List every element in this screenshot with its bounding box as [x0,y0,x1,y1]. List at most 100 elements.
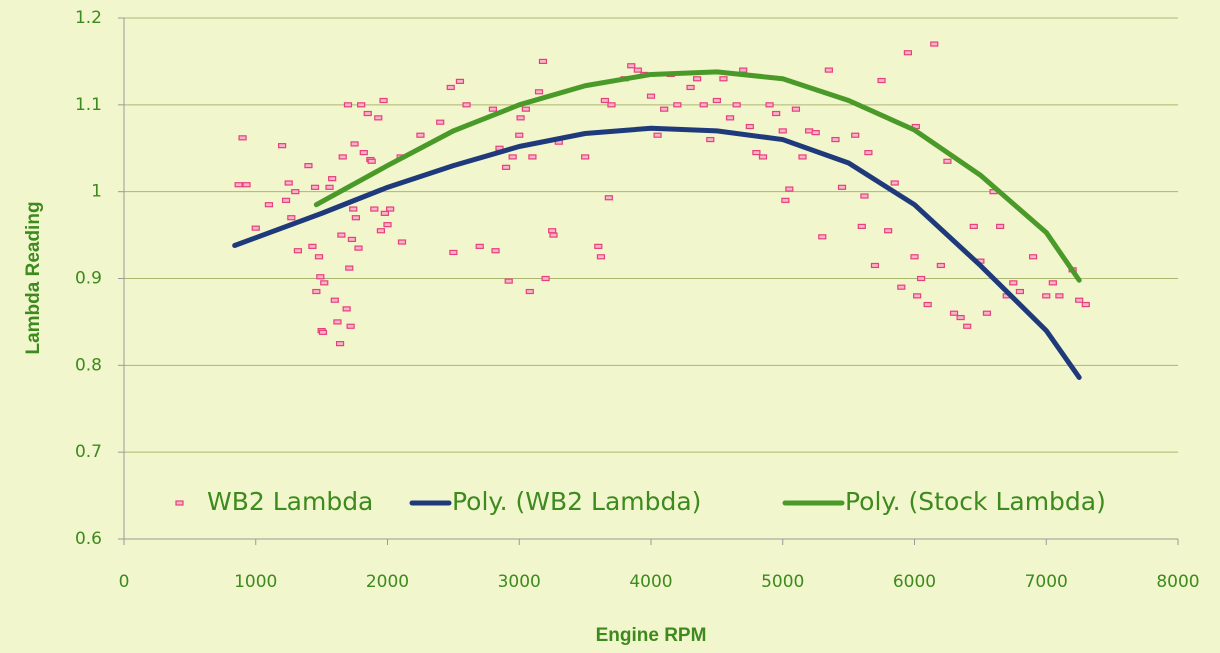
data-point [278,143,287,149]
data-point [1055,293,1064,299]
data-point [824,67,833,73]
x-tick-label: 6000 [893,572,936,592]
data-point [943,158,952,164]
data-point [238,135,247,141]
data-point [475,243,484,249]
data-point [455,78,465,84]
data-point [316,274,325,280]
data-point [818,234,827,240]
data-point [627,63,636,69]
trend-line [232,125,1082,380]
data-point [581,154,590,160]
data-point [359,149,368,156]
data-point [930,41,939,47]
legend-marker [175,500,184,506]
data-point [699,102,708,108]
data-point [380,210,389,216]
data-point [354,245,363,251]
data-point [338,154,347,160]
data-point [851,132,860,138]
legend-label: Poly. (WB2 Lambda) [452,487,701,516]
data-point [1048,280,1057,286]
data-point [890,180,899,186]
data-point [913,293,922,299]
y-tick-label: 1 [91,182,102,202]
data-point [521,106,530,112]
data-point [333,319,342,325]
data-point [607,102,616,108]
x-tick-label: 5000 [761,572,804,592]
data-point [310,184,320,190]
data-point [357,102,366,108]
data-point [376,228,386,234]
y-axis-title: Lambda Reading [23,201,44,354]
data-point [345,265,354,271]
data-point [686,84,695,91]
data-point [673,102,682,108]
data-point [318,329,328,335]
data-point [328,176,337,182]
data-point [745,123,754,130]
data-point [342,306,351,312]
data-point [956,314,965,321]
y-tick-label: 1.1 [75,95,102,115]
x-tick-label: 2000 [366,572,409,592]
data-point [877,77,886,84]
data-point [604,195,613,201]
y-tick-label: 0.8 [75,355,102,375]
data-point [284,180,293,186]
x-tick-label: 4000 [629,572,672,592]
data-point [860,193,869,199]
data-point [308,243,317,249]
data-point [312,288,321,295]
data-point [884,228,893,234]
x-axis-title: Engine RPM [596,625,707,646]
data-point [397,239,407,245]
data-point [291,189,300,195]
data-point [725,115,735,121]
data-point [693,76,702,82]
data-point [1075,297,1084,303]
data-point [811,130,820,136]
data-point [335,341,345,347]
data-point [646,93,656,99]
data-point [515,132,524,138]
y-tick-label: 0.6 [75,529,102,549]
data-point [449,249,458,256]
data-point [653,132,662,138]
data-point [1042,293,1051,299]
data-point [528,154,537,160]
data-point [488,106,497,112]
data-point [508,154,517,160]
data-point [320,280,329,286]
data-point [501,164,511,170]
data-point [600,97,609,104]
data-point [367,158,376,164]
y-tick-label: 0.7 [75,442,102,462]
data-point [242,182,251,188]
data-point [383,222,392,228]
legend-label: WB2 Lambda [207,487,373,516]
data-point [1028,254,1038,260]
x-tick-label: 0 [119,572,130,592]
data-point [350,141,359,147]
data-point [660,106,669,112]
data-point [541,275,550,282]
data-point [831,136,840,143]
y-tick-label: 0.9 [75,269,102,289]
data-point [870,262,880,269]
data-point [781,197,790,203]
data-point [525,288,534,295]
data-point [719,76,728,82]
data-point [379,97,388,104]
legend-label: Poly. (Stock Lambda) [845,487,1106,516]
data-point [1015,288,1025,295]
data-point [436,119,445,125]
data-point [325,184,334,190]
data-point [903,50,913,56]
x-tick-label: 7000 [1025,572,1068,592]
data-point [363,110,372,117]
data-point [923,301,932,308]
data-point [370,206,379,212]
data-point [837,184,847,190]
